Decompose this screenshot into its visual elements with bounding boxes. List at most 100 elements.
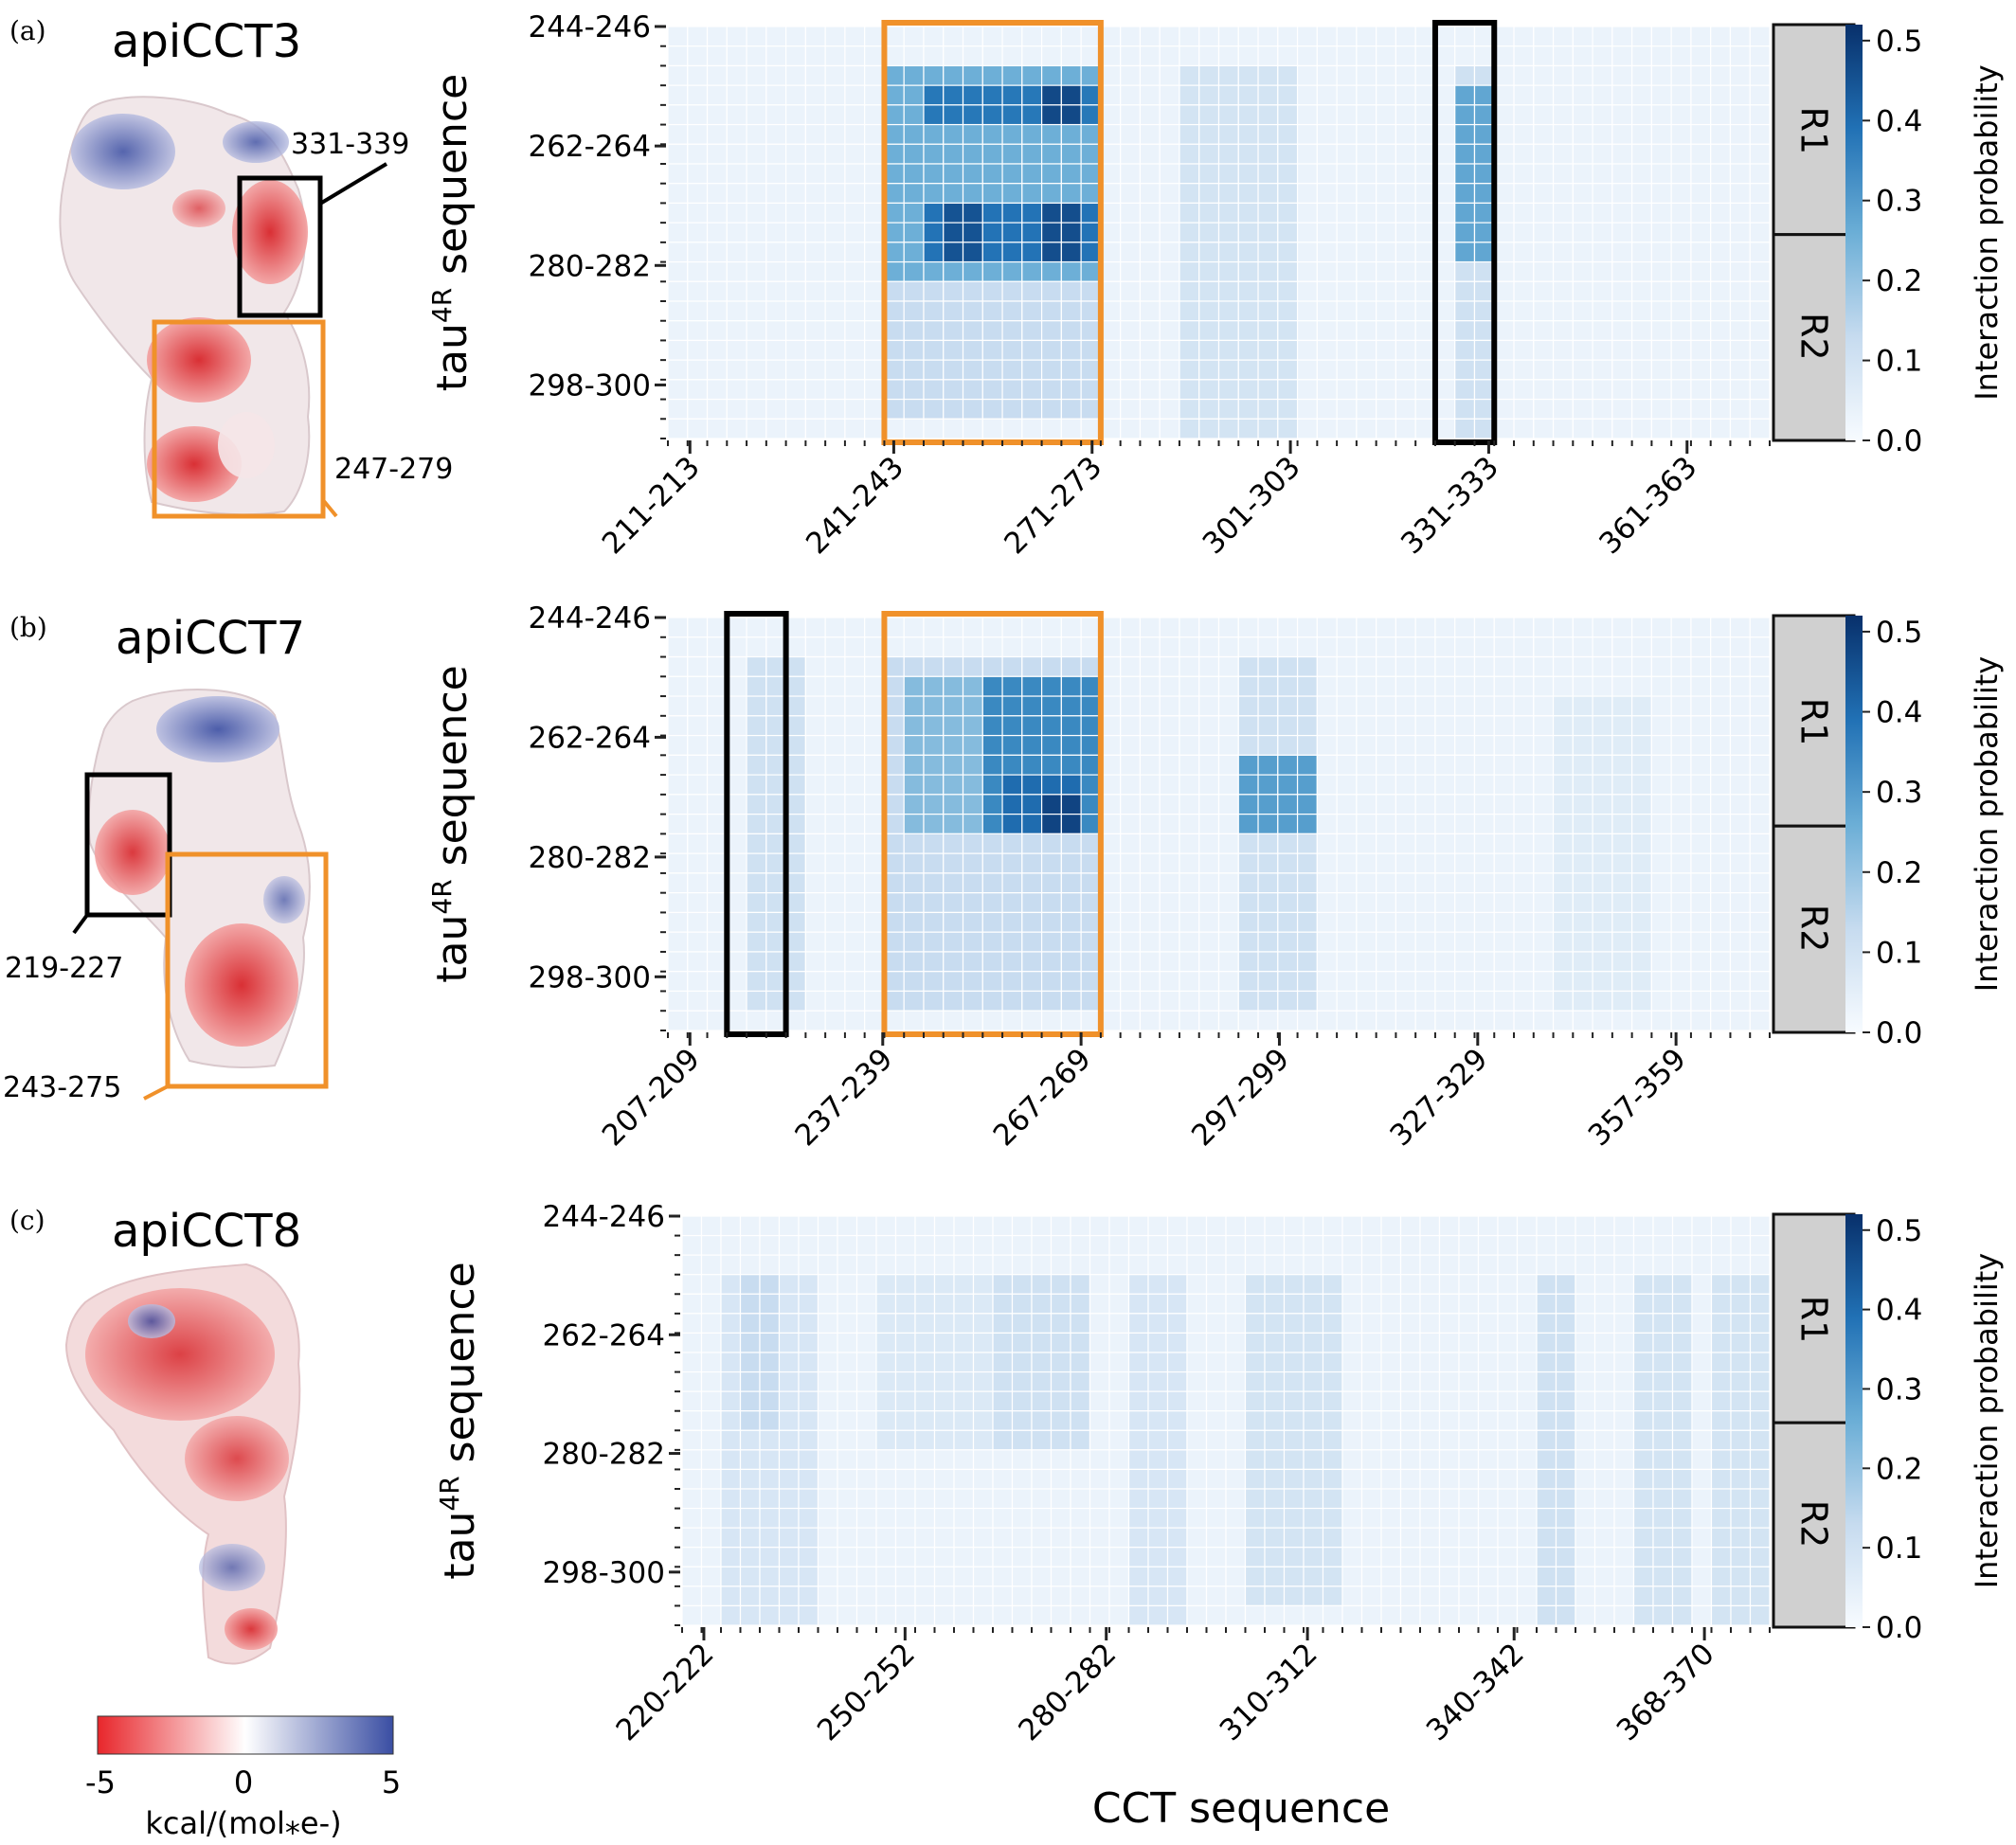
heatmap-cell (1040, 202, 1062, 224)
heatmap-cell (844, 931, 866, 953)
heatmap-cell (1513, 715, 1535, 737)
heatmap-cell (1316, 695, 1338, 717)
heatmap-cell (962, 280, 983, 302)
heatmap-cell (844, 814, 866, 834)
heatmap-cell (1729, 852, 1751, 874)
heatmap-cell (1631, 222, 1653, 243)
heatmap-cell (1159, 872, 1180, 894)
heatmap-cell (1434, 183, 1456, 205)
heatmap-cell (1040, 931, 1062, 953)
heatmap-cell (903, 84, 925, 106)
heatmap-cell (1613, 1585, 1635, 1607)
heatmap-cell (681, 1215, 703, 1237)
heatmap-cell (1031, 1449, 1053, 1471)
heatmap-cell (798, 1488, 819, 1510)
heatmap-cell (1572, 872, 1593, 894)
heatmap-cell (1536, 1370, 1557, 1392)
heatmap-cell (962, 951, 983, 973)
heatmap-cell (962, 655, 983, 677)
heatmap-cell (883, 398, 905, 420)
heatmap-cell (943, 339, 964, 361)
heatmap-cell (1749, 951, 1771, 973)
heatmap-cell (1147, 1313, 1169, 1334)
heatmap-cell (864, 636, 886, 658)
heatmap-cell (1108, 1370, 1130, 1392)
heatmap-cell (765, 300, 787, 322)
heatmap-cell (667, 359, 689, 381)
heatmap-cell (1631, 754, 1653, 776)
y-axis-title-sup: 4R (426, 879, 458, 914)
heatmap-cell (923, 242, 945, 263)
heatmap-cell (798, 1293, 819, 1315)
heatmap-cell (1729, 379, 1751, 401)
heatmap-cell (962, 872, 983, 894)
heatmap-cell (1611, 104, 1633, 126)
heatmap-cell (1454, 359, 1476, 381)
heatmap-cell (1225, 1313, 1247, 1334)
heatmap-cell (681, 1585, 703, 1607)
heatmap-cell (1438, 1507, 1460, 1529)
heatmap-cell (1277, 45, 1299, 67)
heatmap-cell (1454, 695, 1476, 717)
heatmap-cell (914, 1507, 936, 1529)
heatmap-cell (1360, 1566, 1382, 1587)
heatmap-cell (1159, 814, 1180, 834)
heatmap-cell (759, 1352, 781, 1373)
heatmap-cell (798, 1604, 819, 1626)
heatmap-cell (687, 892, 709, 914)
heatmap-cell (903, 951, 925, 973)
heatmap-cell (1021, 183, 1043, 205)
heatmap-cell (1533, 339, 1555, 361)
heatmap-cell (1454, 833, 1476, 854)
heatmap-cell (1001, 1010, 1023, 1031)
heatmap-cell (992, 1449, 1014, 1471)
heatmap-cell (1257, 617, 1279, 638)
heatmap-cell (1670, 951, 1692, 973)
heatmap-cell (1179, 715, 1200, 737)
heatmap-cell (746, 675, 767, 697)
heatmap-cell (1011, 1527, 1033, 1549)
heatmap-cell (1575, 1293, 1596, 1315)
heatmap-cell (844, 892, 866, 914)
heatmap-cell (1670, 242, 1692, 263)
heatmap-cell (1217, 202, 1239, 224)
heatmap-cell (1336, 104, 1358, 126)
heatmap-cell (1473, 1010, 1495, 1031)
heatmap-cell (1341, 1468, 1363, 1490)
heatmap-cell (1513, 911, 1535, 933)
heatmap-cell (1593, 1313, 1615, 1334)
heatmap-cell (903, 104, 925, 126)
heatmap-cell (667, 734, 689, 756)
heatmap-cell (1555, 1585, 1576, 1607)
heatmap-cell (1360, 1429, 1382, 1451)
heatmap-cell (1100, 202, 1122, 224)
heatmap-cell (992, 1234, 1014, 1256)
heatmap-cell (923, 1010, 945, 1031)
heatmap-cell (1650, 794, 1672, 815)
heatmap-cell (1021, 655, 1043, 677)
heatmap-cell (962, 45, 983, 67)
heatmap-cell (1650, 617, 1672, 638)
heatmap-cell (1493, 655, 1515, 677)
heatmap-cell (962, 636, 983, 658)
heatmap-cell (1001, 339, 1023, 361)
heatmap-cell (1552, 379, 1574, 401)
heatmap-cell (1575, 1410, 1596, 1431)
heatmap-cell (1296, 183, 1318, 205)
heatmap-cell (943, 892, 964, 914)
heatmap-cell (706, 183, 728, 205)
heatmap-cell (765, 104, 787, 126)
heatmap-cell (687, 242, 709, 263)
heatmap-cell (1690, 951, 1712, 973)
heatmap-cell (706, 617, 728, 638)
heatmap-cell (1650, 990, 1672, 1012)
heatmap-cell (1198, 951, 1220, 973)
heatmap-cell (864, 695, 886, 717)
heatmap-cell (894, 1313, 916, 1334)
heatmap-cell (1513, 734, 1535, 756)
heatmap-cell (687, 695, 709, 717)
heatmap-cell (1613, 1429, 1635, 1451)
heatmap-cell (1217, 990, 1239, 1012)
heatmap-cell (1454, 418, 1476, 439)
heatmap-cell (1399, 1429, 1421, 1451)
